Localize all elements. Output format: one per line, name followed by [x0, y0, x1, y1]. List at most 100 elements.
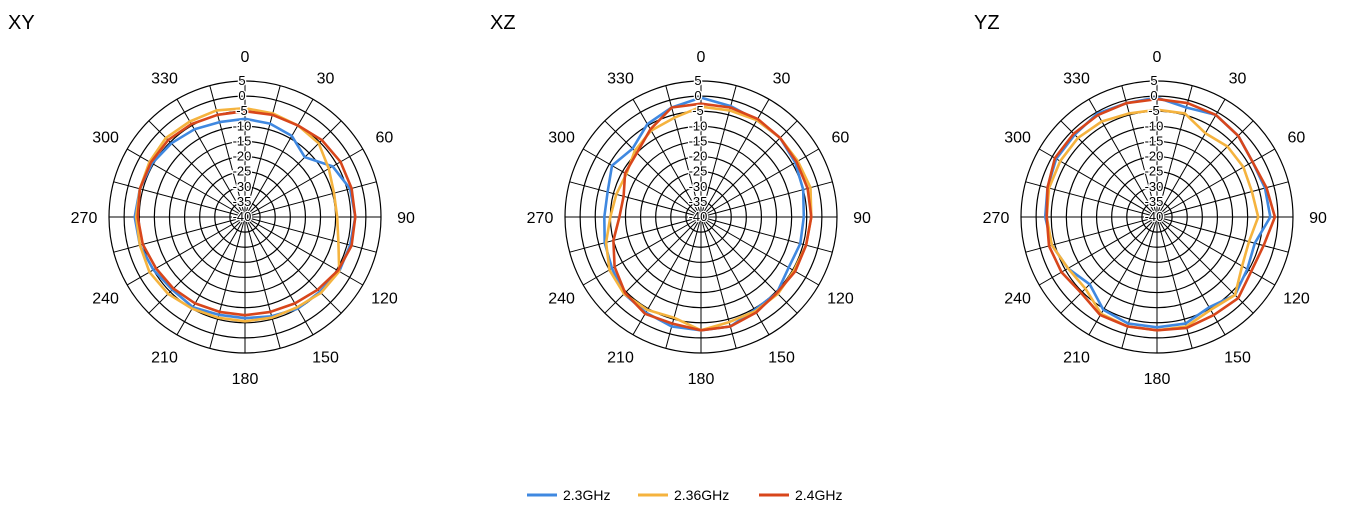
grid-spoke — [700, 216, 798, 314]
angle-tick-label: 300 — [92, 130, 119, 147]
radial-tick-label: 0 — [238, 88, 245, 103]
grid-spoke — [244, 98, 314, 218]
legend-item: 2.4GHz — [759, 487, 842, 503]
angle-tick-label: 30 — [317, 71, 335, 88]
grid-spoke — [1156, 216, 1254, 314]
angle-tick-label: 270 — [983, 210, 1010, 227]
grid-spoke — [1060, 120, 1158, 218]
grid-spoke — [604, 120, 702, 218]
grid-spoke — [209, 216, 246, 349]
grid-spoke — [569, 181, 702, 218]
chart-title: YZ — [974, 12, 1000, 34]
angle-tick-label: 270 — [527, 210, 554, 227]
grid-spoke — [700, 120, 798, 218]
grid-spoke — [604, 216, 702, 314]
grid-spoke — [244, 148, 364, 218]
radial-tick-label: -35 — [689, 194, 708, 209]
series-line-2-3ghz — [133, 117, 357, 320]
grid-spoke — [126, 216, 246, 286]
radial-tick-label: -20 — [1145, 149, 1164, 164]
grid-spoke — [244, 216, 342, 314]
angle-tick-label: 150 — [312, 349, 339, 366]
angle-tick-label: 300 — [548, 130, 575, 147]
chart-title: XZ — [490, 12, 516, 34]
radial-tick-label: -25 — [689, 164, 708, 179]
grid-spoke — [1156, 148, 1276, 218]
grid-spoke — [1156, 120, 1254, 218]
grid-spoke — [582, 216, 702, 286]
chart-title: XY — [8, 12, 35, 34]
grid-spoke — [244, 181, 377, 218]
grid-spoke — [582, 148, 702, 218]
radial-tick-label: 5 — [694, 73, 701, 88]
radial-tick-label: -10 — [233, 118, 252, 133]
angle-tick-label: 90 — [853, 210, 871, 227]
legend-label: 2.36GHz — [674, 487, 729, 503]
grid-spoke — [126, 148, 246, 218]
radial-tick-label: 0 — [1150, 88, 1157, 103]
grid-spoke — [1025, 216, 1158, 253]
grid-spoke — [244, 216, 281, 349]
radial-tick-label: -25 — [233, 164, 252, 179]
grid-spoke — [176, 216, 246, 336]
legend-label: 2.4GHz — [795, 487, 842, 503]
angle-tick-label: 60 — [832, 130, 850, 147]
angle-tick-label: 0 — [241, 49, 250, 66]
radial-tick-label: -5 — [236, 103, 248, 118]
angle-tick-label: 180 — [232, 371, 259, 388]
radial-tick-label: -25 — [1145, 164, 1164, 179]
grid-spoke — [244, 216, 314, 336]
angle-tick-label: 240 — [1004, 291, 1031, 308]
grid-spoke — [700, 216, 833, 253]
legend-item: 2.3GHz — [527, 487, 610, 503]
grid-spoke — [244, 85, 281, 218]
radial-tick-label: -10 — [689, 118, 708, 133]
angle-tick-label: 240 — [92, 291, 119, 308]
grid-spoke — [244, 120, 342, 218]
angle-tick-label: 90 — [1309, 210, 1327, 227]
angle-tick-label: 240 — [548, 291, 575, 308]
angle-tick-label: 30 — [1229, 71, 1247, 88]
grid-spoke — [700, 181, 833, 218]
radial-tick-label: -5 — [1148, 103, 1160, 118]
radial-tick-label: -40 — [689, 209, 708, 224]
grid-spoke — [632, 216, 702, 336]
angle-tick-label: 270 — [71, 210, 98, 227]
angle-tick-label: 60 — [1288, 130, 1306, 147]
legend-item: 2.36GHz — [638, 487, 729, 503]
grid-spoke — [700, 216, 770, 336]
angle-tick-label: 210 — [1063, 349, 1090, 366]
angle-tick-label: 0 — [1153, 49, 1162, 66]
angle-tick-label: 120 — [827, 291, 854, 308]
angle-tick-label: 150 — [768, 349, 795, 366]
angle-tick-label: 210 — [607, 349, 634, 366]
grid-spoke — [1038, 216, 1158, 286]
angle-tick-label: 90 — [397, 210, 415, 227]
grid-spoke — [244, 216, 364, 286]
grid-spoke — [113, 216, 246, 253]
radial-tick-label: -30 — [689, 179, 708, 194]
radial-tick-label: -30 — [233, 179, 252, 194]
angle-tick-label: 330 — [151, 71, 178, 88]
grid-spoke — [700, 216, 820, 286]
angle-tick-label: 120 — [371, 291, 398, 308]
radial-tick-label: -15 — [233, 133, 252, 148]
radial-tick-label: -15 — [1145, 133, 1164, 148]
radial-tick-label: -35 — [233, 194, 252, 209]
legend-label: 2.3GHz — [563, 487, 610, 503]
grid-spoke — [569, 216, 702, 253]
radial-tick-label: -40 — [233, 209, 252, 224]
series-line-2-4ghz — [612, 102, 813, 332]
grid-spoke — [1156, 216, 1276, 286]
angle-tick-label: 180 — [1144, 371, 1171, 388]
angle-tick-label: 150 — [1224, 349, 1251, 366]
radial-tick-label: -40 — [1145, 209, 1164, 224]
radial-tick-label: -10 — [1145, 118, 1164, 133]
series-line-2-4ghz — [136, 109, 357, 317]
grid-spoke — [1156, 98, 1226, 218]
angle-tick-label: 120 — [1283, 291, 1310, 308]
